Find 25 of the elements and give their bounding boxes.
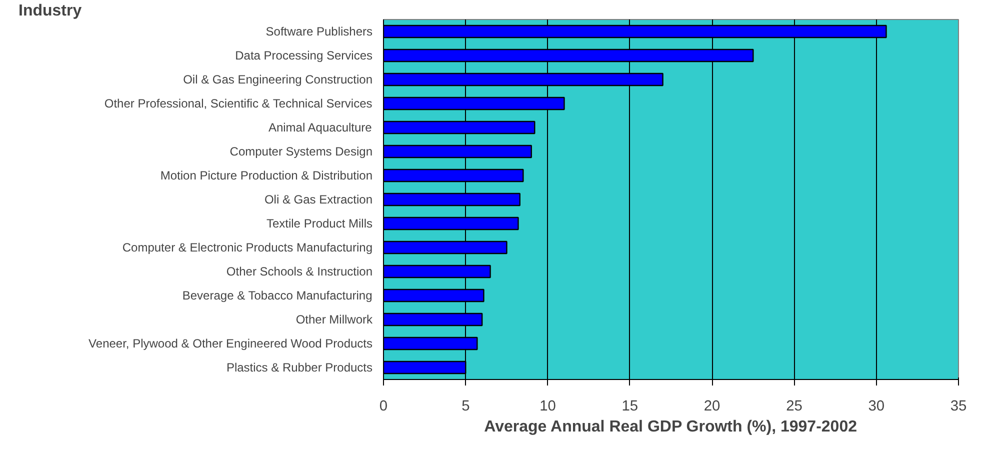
y-axis-title: Industry: [18, 2, 82, 20]
y-tick-label: Other Professional, Scientific & Technical Services: [104, 96, 372, 110]
x-tick-label: 5: [462, 398, 470, 414]
y-tick-label: Oil & Gas Engineering Construction: [183, 72, 373, 86]
y-tick-label: Beverage & Tobacco Manufacturing: [182, 288, 372, 302]
y-tick-label: Computer Systems Design: [230, 144, 372, 158]
y-tick-label: Motion Picture Production & Distribution: [160, 168, 373, 182]
y-tick-label: Veneer, Plywood & Other Engineered Wood Products: [88, 336, 372, 350]
y-tick-label: Plastics & Rubber Products: [226, 360, 372, 374]
x-tick-label: 0: [379, 398, 388, 414]
x-axis-title: Average Annual Real GDP Growth (%), 1997-2002: [484, 418, 858, 436]
x-tick-label: 10: [540, 398, 556, 414]
y-tick-label: Computer & Electronic Products Manufacturing: [122, 240, 373, 254]
x-tick-label: 30: [868, 398, 885, 414]
y-tick-label: Oli & Gas Extraction: [264, 192, 373, 206]
x-tick-label: 25: [786, 398, 802, 414]
x-tick-label: 20: [704, 398, 720, 414]
y-tick-label: Textile Product Mills: [266, 216, 372, 230]
y-tick-label: Animal Aquaculture: [268, 120, 372, 134]
x-tick-label: 15: [622, 398, 638, 414]
y-tick-label: Other Schools & Instruction: [226, 264, 373, 278]
y-tick-label: Software Publishers: [266, 24, 372, 38]
y-tick-label: Data Processing Services: [235, 48, 372, 62]
y-tick-label: Other Millwork: [296, 312, 374, 326]
x-tick-label: 35: [950, 398, 967, 414]
